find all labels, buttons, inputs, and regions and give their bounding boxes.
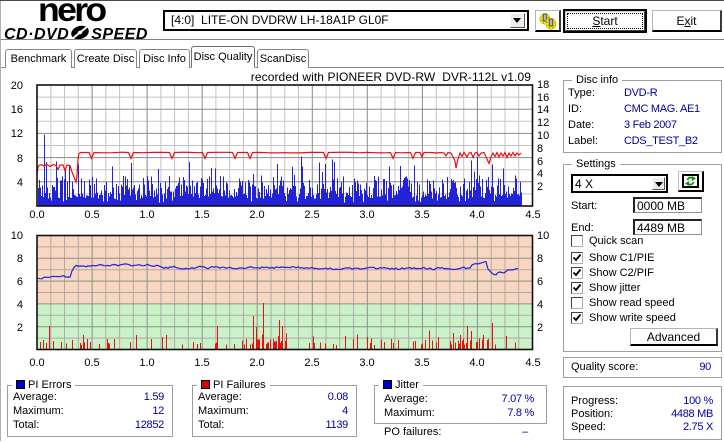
svg-text:2.0: 2.0 [249,209,264,221]
svg-text:2: 2 [17,322,23,334]
svg-text:14: 14 [537,104,549,116]
svg-text:0.0: 0.0 [29,209,44,221]
svg-text:16: 16 [11,104,23,116]
svg-text:3.0: 3.0 [359,209,374,221]
svg-text:20: 20 [11,80,23,92]
svg-text:4: 4 [17,299,23,311]
svg-text:3.0: 3.0 [359,357,374,369]
svg-text:12: 12 [537,117,549,129]
svg-text:2: 2 [537,322,543,334]
svg-text:1.0: 1.0 [139,209,154,221]
svg-text:1.5: 1.5 [194,357,209,369]
svg-text:2.0: 2.0 [249,357,264,369]
svg-text:4.0: 4.0 [469,357,484,369]
svg-text:10: 10 [11,230,23,242]
svg-text:0.0: 0.0 [29,357,44,369]
svg-text:6: 6 [17,276,23,288]
svg-text:0.5: 0.5 [84,209,99,221]
svg-text:8: 8 [17,253,23,265]
svg-text:8: 8 [537,143,543,155]
svg-text:4.5: 4.5 [525,209,540,221]
svg-text:4.0: 4.0 [469,209,484,221]
svg-text:12: 12 [11,128,23,140]
svg-text:4.5: 4.5 [525,357,540,369]
svg-text:4: 4 [537,299,543,311]
svg-text:2: 2 [537,181,543,193]
svg-text:1.0: 1.0 [139,357,154,369]
svg-text:6: 6 [537,156,543,168]
svg-text:6: 6 [537,276,543,288]
svg-text:8: 8 [17,153,23,165]
svg-text:4: 4 [537,168,543,180]
svg-text:18: 18 [537,79,549,91]
svg-text:16: 16 [537,92,549,104]
svg-text:0.5: 0.5 [84,357,99,369]
svg-text:8: 8 [537,253,543,265]
svg-text:1.5: 1.5 [194,209,209,221]
svg-text:3.5: 3.5 [414,357,429,369]
svg-text:2.5: 2.5 [304,357,319,369]
svg-text:10: 10 [537,130,549,142]
svg-text:10: 10 [537,230,549,242]
svg-text:4: 4 [17,177,23,189]
svg-text:2.5: 2.5 [304,209,319,221]
svg-text:3.5: 3.5 [414,209,429,221]
